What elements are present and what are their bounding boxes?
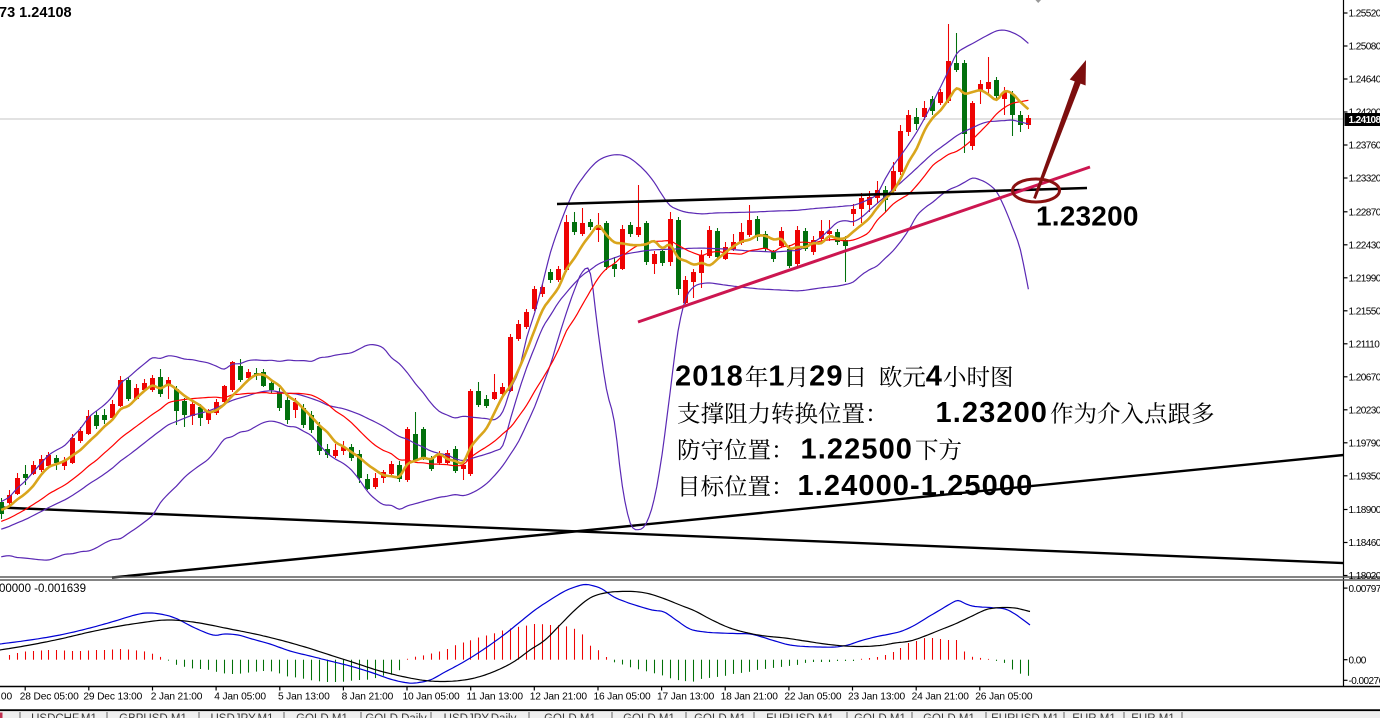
svg-text:1.21550: 1.21550 <box>1349 307 1380 318</box>
svg-text:GOLD,Daily: GOLD,Daily <box>365 713 427 718</box>
svg-text:29 Dec 13:00: 29 Dec 13:00 <box>83 692 142 703</box>
svg-text:GOLD,M1: GOLD,M1 <box>544 713 596 718</box>
svg-text:1.18900: 1.18900 <box>1349 505 1380 516</box>
svg-text:1.25080: 1.25080 <box>1349 42 1380 53</box>
svg-text:26 Jan 05:00: 26 Jan 05:00 <box>975 692 1033 703</box>
svg-text:-0.00276: -0.00276 <box>1349 676 1380 687</box>
svg-text:11 Jan 13:00: 11 Jan 13:00 <box>467 692 524 703</box>
svg-text:1.21110: 1.21110 <box>1349 340 1380 351</box>
svg-text:18 Jan 21:00: 18 Jan 21:00 <box>721 692 779 703</box>
svg-text:EUR,M1: EUR,M1 <box>1131 713 1174 718</box>
svg-text:EUR,M1: EUR,M1 <box>1072 713 1115 718</box>
svg-text:12 Jan 21:00: 12 Jan 21:00 <box>530 692 588 703</box>
svg-text:24 Jan 21:00: 24 Jan 21:00 <box>912 692 970 703</box>
svg-text:GOLD,M1: GOLD,M1 <box>694 713 746 718</box>
svg-text:28 Dec 05:00: 28 Dec 05:00 <box>20 692 79 703</box>
svg-text:17 Jan 13:00: 17 Jan 13:00 <box>657 692 715 703</box>
svg-text:1.24000-1.25000: 1.24000-1.25000 <box>798 470 1034 502</box>
svg-text:1: 1 <box>768 360 785 392</box>
svg-text:1.23200: 1.23200 <box>1036 201 1139 232</box>
svg-text:1.21990: 1.21990 <box>1349 274 1380 285</box>
svg-text:1.22870: 1.22870 <box>1349 208 1380 219</box>
svg-text:1.19350: 1.19350 <box>1349 472 1380 483</box>
svg-text:00000 -0.001639: 00000 -0.001639 <box>0 583 86 595</box>
svg-text:EURUSD,M1: EURUSD,M1 <box>991 713 1059 718</box>
svg-text:2018: 2018 <box>675 360 744 392</box>
svg-text:1.22430: 1.22430 <box>1349 241 1380 252</box>
svg-text:USDJPY,Daily: USDJPY,Daily <box>444 713 517 718</box>
svg-text:1.25520: 1.25520 <box>1349 9 1380 20</box>
svg-text:1.23200: 1.23200 <box>936 397 1049 429</box>
svg-text:GBPUSD,M1: GBPUSD,M1 <box>119 713 187 718</box>
svg-text:0.00: 0.00 <box>1349 655 1367 666</box>
svg-text:8 Jan 21:00: 8 Jan 21:00 <box>342 692 394 703</box>
svg-text:1.23760: 1.23760 <box>1349 141 1380 152</box>
svg-text:1.22500: 1.22500 <box>801 433 914 465</box>
svg-text:4 Jan 05:00: 4 Jan 05:00 <box>214 692 266 703</box>
svg-text:EURUSD,M1: EURUSD,M1 <box>766 713 834 718</box>
svg-text:5 Jan 13:00: 5 Jan 13:00 <box>278 692 330 703</box>
svg-text:0.00797: 0.00797 <box>1349 584 1380 595</box>
svg-text:1.18020: 1.18020 <box>1349 571 1380 582</box>
svg-text:1.18460: 1.18460 <box>1349 538 1380 549</box>
svg-text:USDJPY,M1: USDJPY,M1 <box>210 713 273 718</box>
svg-text::00: :00 <box>0 692 12 703</box>
svg-text:GOLD,M1: GOLD,M1 <box>854 713 906 718</box>
svg-text:10 Jan 05:00: 10 Jan 05:00 <box>402 692 460 703</box>
svg-text:16 Jan 05:00: 16 Jan 05:00 <box>593 692 651 703</box>
svg-text:4: 4 <box>926 360 943 392</box>
svg-text:2 Jan 21:00: 2 Jan 21:00 <box>151 692 203 703</box>
svg-text:GOLD,M1: GOLD,M1 <box>296 713 348 718</box>
svg-text:22 Jan 05:00: 22 Jan 05:00 <box>784 692 842 703</box>
svg-text:1.19790: 1.19790 <box>1349 439 1380 450</box>
svg-text:1.20230: 1.20230 <box>1349 406 1380 417</box>
svg-text:USDCHF,M1: USDCHF,M1 <box>31 713 97 718</box>
svg-text:29: 29 <box>809 360 843 392</box>
svg-text:1.20670: 1.20670 <box>1349 373 1380 384</box>
svg-text:23 Jan 13:00: 23 Jan 13:00 <box>848 692 906 703</box>
svg-text:1.24108: 1.24108 <box>1349 115 1380 126</box>
svg-text:1.24640: 1.24640 <box>1349 75 1380 86</box>
svg-text:GOLD,M1: GOLD,M1 <box>623 713 675 718</box>
svg-text:1.23320: 1.23320 <box>1349 174 1380 185</box>
svg-text:GOLD,M1: GOLD,M1 <box>923 713 975 718</box>
svg-text:73 1.24108: 73 1.24108 <box>0 5 72 21</box>
